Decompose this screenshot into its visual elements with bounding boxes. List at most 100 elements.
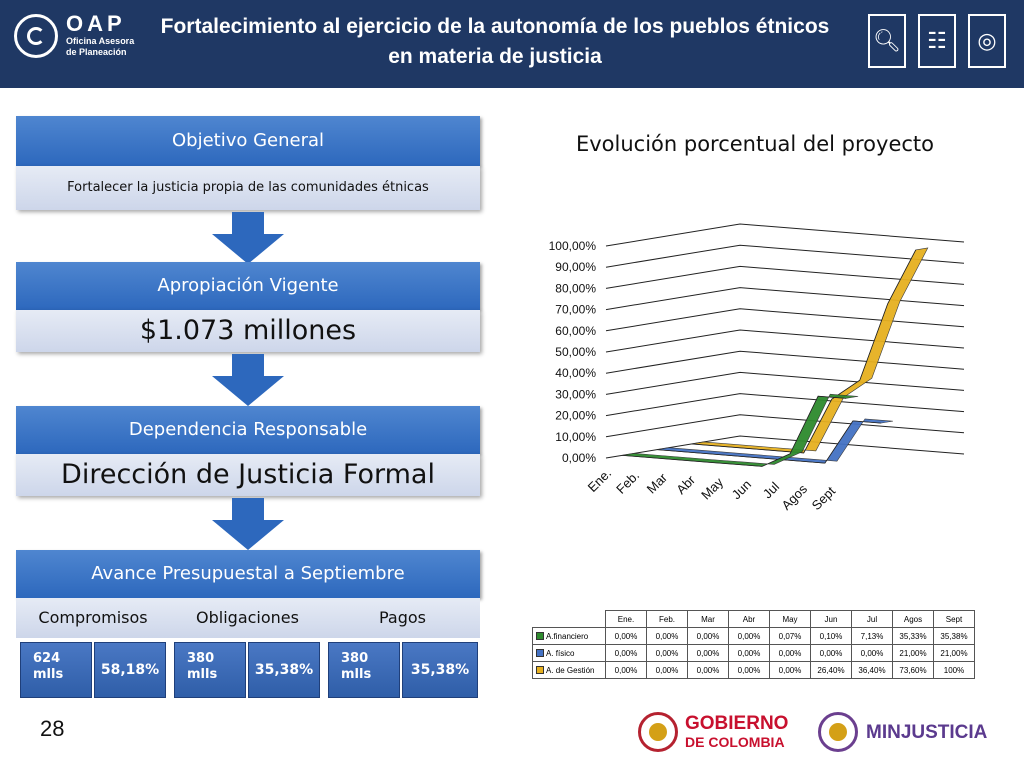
x-tick-label: Feb.: [613, 468, 642, 497]
table-cell: 0,00%: [605, 627, 647, 645]
dependencia-value: Dirección de Justicia Formal: [16, 454, 480, 496]
header-bar: OAP Oficina Asesora de Planeación Fortal…: [0, 0, 1024, 88]
y-tick-label: 80,00%: [555, 281, 596, 295]
table-cell: 36,40%: [851, 661, 893, 679]
y-tick-label: 40,00%: [555, 366, 596, 380]
table-cell: 0,00%: [769, 661, 811, 679]
table-cell: 0,00%: [728, 644, 770, 662]
objetivo-heading: Objetivo General: [16, 116, 480, 166]
table-row-label: A.financiero: [532, 627, 606, 645]
table-row: A. de Gestión 0,00% 0,00% 0,00% 0,00% 0,…: [532, 661, 975, 679]
x-tick-label: Agos: [779, 481, 811, 513]
table-cell: 0,00%: [810, 644, 852, 662]
x-tick-label: Jun: [729, 477, 754, 502]
compromisos-percent: 58,18%: [94, 642, 166, 698]
table-cell: 0,00%: [728, 661, 770, 679]
obligaciones-amount: 380 mlls: [174, 642, 246, 698]
table-cell: 35,38%: [933, 627, 975, 645]
table-cell: 0,00%: [605, 661, 647, 679]
gridline: [605, 223, 965, 247]
flow-arrow-2: [212, 354, 284, 406]
table-cell: 0,10%: [810, 627, 852, 645]
table-header-cell: Sept: [933, 610, 975, 628]
table-cell: 0,00%: [687, 661, 729, 679]
colombia-seal-icon: [638, 712, 678, 752]
gridline: [605, 435, 965, 459]
series-ribbon: [656, 418, 894, 464]
logo-oap-text: OAP: [66, 11, 126, 36]
gridline: [605, 350, 965, 374]
table-cell: 0,00%: [851, 644, 893, 662]
pagos-amount: 380 mlls: [328, 642, 400, 698]
compromisos-amount: 624 mlls: [20, 642, 92, 698]
logo-sub-text: Oficina Asesora de Planeación: [66, 36, 135, 57]
target-icon[interactable]: ◎: [968, 14, 1006, 68]
gridline: [605, 265, 965, 289]
gobierno-logo: GOBIERNO DE COLOMBIA: [685, 714, 788, 752]
table-cell: 0,00%: [646, 661, 688, 679]
table-corner: [533, 611, 606, 628]
y-tick-label: 60,00%: [555, 324, 596, 338]
table-cell: 21,00%: [892, 644, 934, 662]
table-cell: 26,40%: [810, 661, 852, 679]
x-tick-label: Ene.: [585, 466, 615, 496]
series-ribbon: [691, 247, 929, 454]
minjusticia-logo: MINJUSTICIA: [866, 722, 988, 743]
flow-arrow-3: [212, 498, 284, 550]
table-row-label: A. de Gestión: [532, 661, 606, 679]
table-header-cell: May: [769, 610, 811, 628]
gridline: [605, 244, 965, 268]
dependencia-heading: Dependencia Responsable: [16, 406, 480, 454]
series-ribbon: [622, 393, 859, 467]
table-row: A. físico 0,00% 0,00% 0,00% 0,00% 0,00% …: [532, 644, 975, 662]
magnifier-icon[interactable]: 🔍︎: [868, 14, 906, 68]
obligaciones-percent: 35,38%: [248, 642, 320, 698]
gridline: [605, 308, 965, 332]
gridline: [605, 329, 965, 353]
avance-heading: Avance Presupuestal a Septiembre: [16, 550, 480, 598]
table-header-cell: Abr: [728, 610, 770, 628]
table-header-cell: Agos: [892, 610, 934, 628]
table-cell: 0,00%: [728, 627, 770, 645]
y-tick-label: 10,00%: [555, 430, 596, 444]
table-header-cell: Jul: [851, 610, 893, 628]
table-cell: 35,33%: [892, 627, 934, 645]
x-tick-label: Mar: [644, 470, 671, 497]
table-cell: 73,60%: [892, 661, 934, 679]
objetivo-text: Fortalecer la justicia propia de las com…: [16, 166, 480, 210]
series-line: [691, 249, 917, 454]
legend-swatch-gestion: [536, 666, 544, 675]
page-title: Fortalecimiento al ejercicio de la auton…: [160, 15, 830, 68]
table-cell: 7,13%: [851, 627, 893, 645]
col-compromisos: Compromisos: [16, 598, 170, 638]
table-header-row: Ene. Feb. Mar Abr May Jun Jul Agos Sept: [533, 610, 975, 628]
y-tick-label: 70,00%: [555, 303, 596, 317]
table-row-label: A. físico: [532, 644, 606, 662]
flow-arrow-1: [212, 212, 284, 264]
col-obligaciones: Obligaciones: [170, 598, 325, 638]
page-number: 28: [40, 716, 65, 741]
chart-title: Evolución porcentual del proyecto: [575, 132, 935, 156]
table-cell: 0,00%: [769, 644, 811, 662]
table-header-cell: Ene.: [605, 610, 647, 628]
table-cell: 0,00%: [646, 627, 688, 645]
gobierno-line1: GOBIERNO: [685, 713, 789, 734]
x-tick-label: Abr: [673, 472, 698, 497]
table-header-cell: Feb.: [646, 610, 688, 628]
table-cell: 0,00%: [646, 644, 688, 662]
table-cell: 0,00%: [687, 644, 729, 662]
table-row: A.financiero 0,00% 0,00% 0,00% 0,00% 0,0…: [532, 627, 975, 645]
y-tick-label: 30,00%: [555, 387, 596, 401]
oap-logo: OAP Oficina Asesora de Planeación: [14, 12, 154, 76]
x-tick-label: May: [698, 474, 726, 502]
pagos-percent: 35,38%: [402, 642, 478, 698]
table-cell: 0,00%: [687, 627, 729, 645]
gridline: [605, 393, 965, 417]
oap-logo-icon: [14, 14, 58, 58]
report-document-icon[interactable]: ☷: [918, 14, 956, 68]
series-line: [622, 395, 847, 467]
x-tick-label: Jul: [760, 479, 782, 501]
y-tick-label: 90,00%: [555, 260, 596, 274]
legend-swatch-fisico: [536, 649, 544, 658]
gobierno-line2: DE COLOMBIA: [685, 734, 785, 750]
